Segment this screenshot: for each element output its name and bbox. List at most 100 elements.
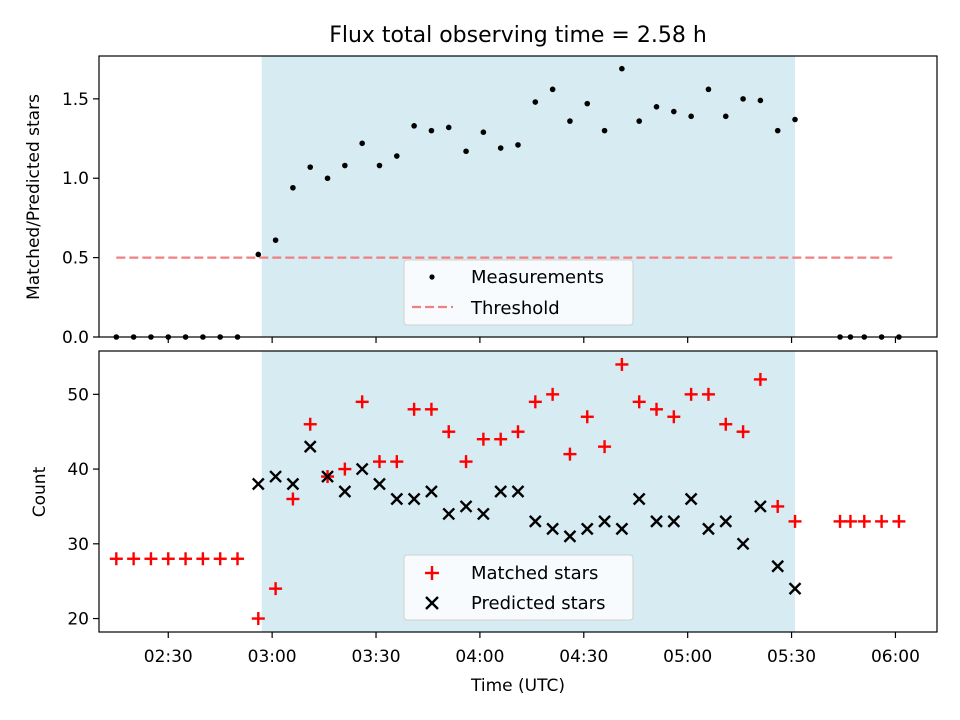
matched-star-point <box>667 410 681 424</box>
predicted-star-point <box>632 492 646 506</box>
matched-star-point <box>355 395 369 409</box>
measurement-point <box>584 100 591 107</box>
predicted-star-point <box>667 515 681 528</box>
measurement-point <box>671 108 677 115</box>
matched-star-point <box>771 499 785 513</box>
measurement-point <box>342 162 348 169</box>
predicted-star-point <box>442 507 456 521</box>
legend-predicted-marker <box>425 596 439 610</box>
x-tick-label: 04:30 <box>559 647 608 667</box>
predicted-star-point <box>684 492 698 506</box>
measurement-point <box>359 140 365 147</box>
matched-star-point <box>580 410 594 424</box>
matched-star-point <box>424 402 438 416</box>
legend-measurements-label: Measurements <box>471 267 604 288</box>
legend-matched-label: Matched stars <box>471 563 598 584</box>
y-tick-label: 40 <box>67 460 89 480</box>
predicted-star-point <box>528 515 542 528</box>
predicted-star-point <box>373 477 386 491</box>
predicted-star-point <box>771 559 785 573</box>
ratio-y-ticks: 0.0 0.5 1.0 1.5 <box>62 90 99 348</box>
y-tick-label: 0.0 <box>62 328 89 348</box>
x-axis-label: Time (UTC) <box>470 676 565 696</box>
ratio-legend: Measurements Threshold <box>403 259 634 326</box>
predicted-star-point <box>598 515 611 528</box>
measurement-point <box>497 145 504 151</box>
measurement-point <box>324 175 331 182</box>
y-tick-label: 1.0 <box>62 169 89 189</box>
measurement-point <box>619 65 625 72</box>
count-legend: Matched stars Predicted stars <box>403 554 634 621</box>
measurement-point <box>290 184 296 191</box>
matched-star-point <box>338 462 352 476</box>
matched-star-point <box>269 582 283 596</box>
x-tick-label: 02:30 <box>144 647 193 667</box>
predicted-star-point <box>425 485 438 498</box>
x-tick-label: 03:30 <box>352 647 401 667</box>
matched-star-point <box>615 357 629 371</box>
predicted-star-point <box>788 582 802 596</box>
ratio-y-axis-label: Matched/Predicted stars <box>24 94 44 300</box>
measurement-point <box>307 164 314 170</box>
matched-star-point <box>251 612 265 626</box>
legend-matched-marker <box>425 566 439 580</box>
predicted-star-point <box>251 477 265 491</box>
matched-star-point <box>179 552 193 566</box>
measurement-point <box>549 86 556 93</box>
predicted-star-point <box>736 537 750 551</box>
matched-star-point <box>390 455 404 469</box>
measurement-point <box>428 127 435 134</box>
predicted-star-point <box>546 522 559 536</box>
count-y-ticks: 20 30 40 50 <box>67 385 99 630</box>
matched-star-point <box>857 514 871 528</box>
matched-star-point <box>719 417 733 431</box>
predicted-star-point <box>321 470 334 483</box>
predicted-star-point <box>355 462 369 476</box>
matched-star-point <box>563 447 577 461</box>
measurement-point <box>636 118 642 124</box>
y-tick-label: 1.5 <box>62 90 89 110</box>
predicted-star-point <box>390 492 404 506</box>
x-tick-label: 05:30 <box>767 647 816 667</box>
y-tick-label: 20 <box>67 610 89 630</box>
predicted-star-point <box>303 440 317 454</box>
measurement-point <box>705 86 712 93</box>
measurement-point <box>792 116 798 123</box>
measurement-point <box>757 97 764 104</box>
measurement-point <box>688 113 694 120</box>
matched-star-point <box>736 425 750 439</box>
matched-star-point <box>892 514 906 528</box>
measurement-point <box>774 127 781 134</box>
measurement-point <box>515 142 521 148</box>
chart-title: Flux total observing time = 2.58 h <box>329 23 707 48</box>
matched-star-point <box>684 387 698 401</box>
predicted-star-point <box>511 485 525 498</box>
y-tick-label: 50 <box>67 385 89 405</box>
measurement-point <box>722 113 729 120</box>
matched-star-point <box>528 395 542 409</box>
predicted-star-point <box>615 522 629 536</box>
predicted-star-point <box>563 529 577 543</box>
matched-star-point <box>632 395 646 409</box>
measurement-point <box>376 162 383 169</box>
matched-star-point <box>161 552 175 566</box>
measurement-point <box>255 251 262 258</box>
measurement-point <box>567 118 573 124</box>
count-points <box>109 357 906 626</box>
count-x-ticks: 02:30 03:00 03:30 04:00 04:30 05:00 05:30 06:00 <box>144 632 920 667</box>
measurement-point <box>480 129 487 136</box>
measurement-point <box>532 99 539 105</box>
predicted-star-point <box>650 515 663 528</box>
ratio-axes-frame <box>98 55 938 338</box>
matched-star-point <box>303 417 317 431</box>
matched-star-point <box>407 402 421 416</box>
legend-measurement-marker <box>429 274 435 280</box>
predicted-star-point <box>702 522 715 536</box>
ratio-panel: 0.0 0.5 1.0 1.5 Measurements Threshold Matc… <box>24 55 938 348</box>
measurement-point <box>272 237 279 243</box>
measurement-point <box>394 153 400 159</box>
x-tick-label: 06:00 <box>871 647 920 667</box>
legend-predicted-label: Predicted stars <box>471 593 605 614</box>
